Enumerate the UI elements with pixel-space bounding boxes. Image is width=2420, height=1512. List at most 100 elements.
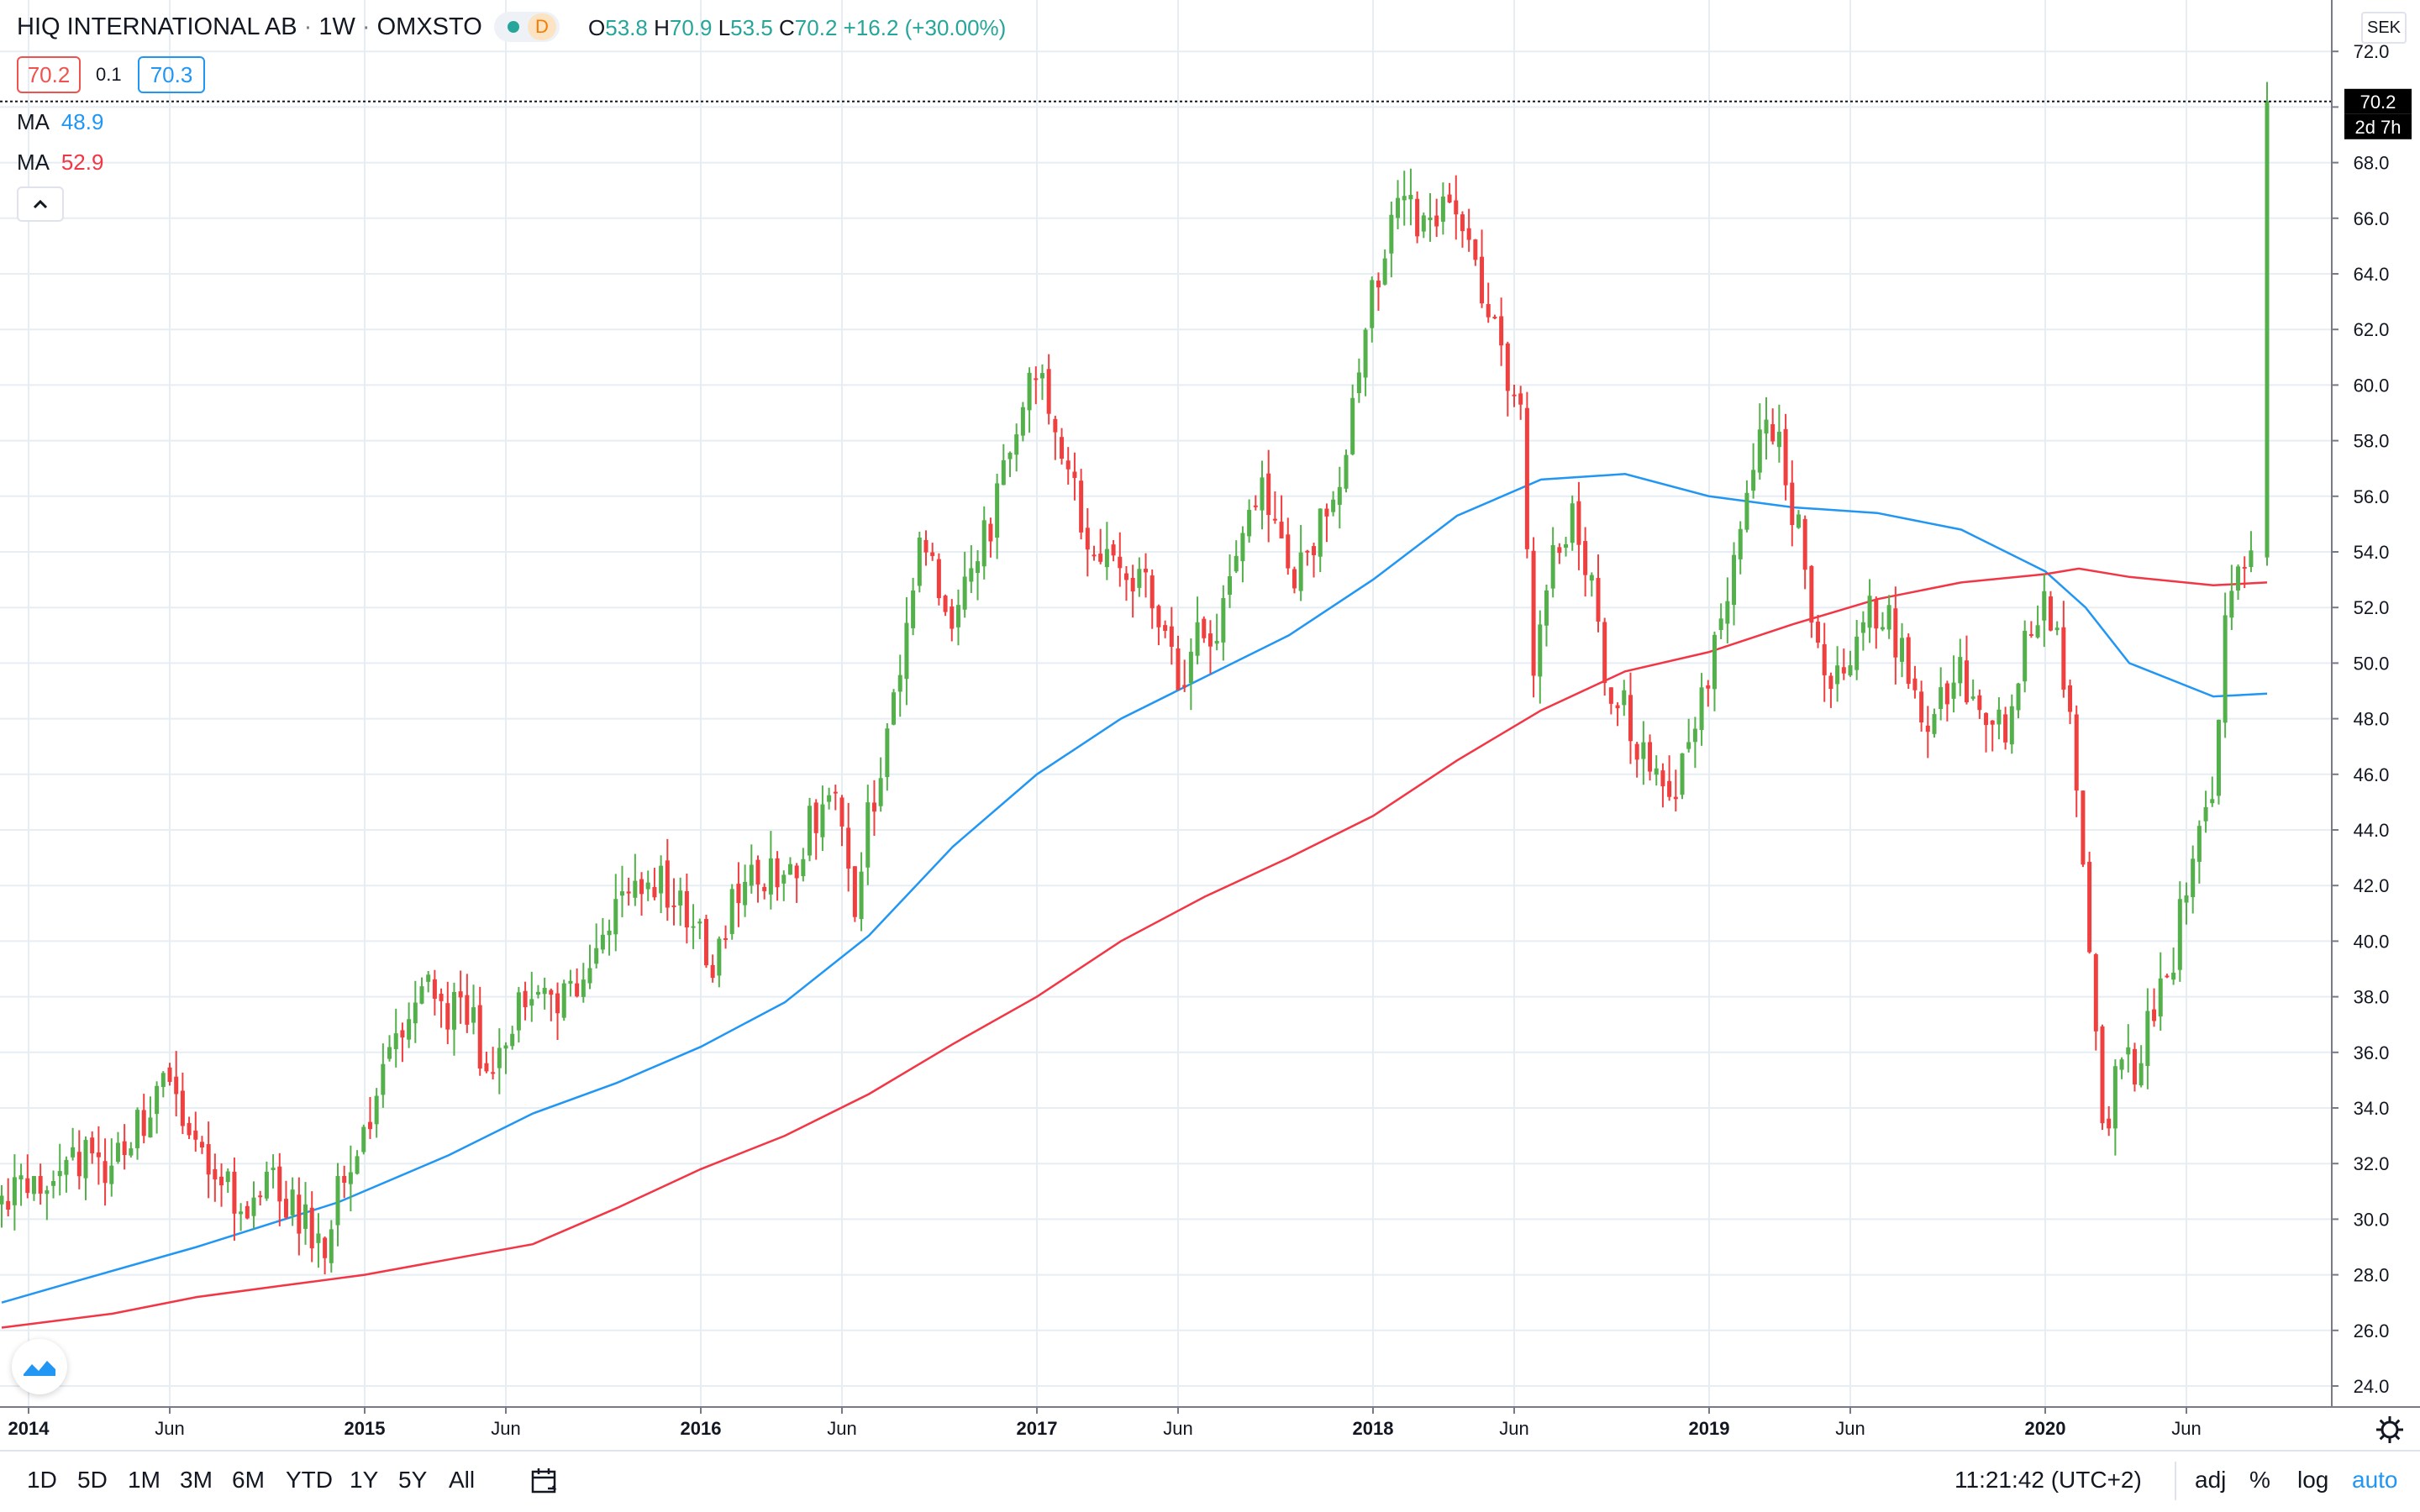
candle-body <box>1007 453 1013 459</box>
range-button-5y[interactable]: 5Y <box>398 1467 428 1493</box>
collapse-legend-button[interactable] <box>17 186 64 222</box>
time-axis[interactable]: 2014 Jun 2015 Jun 2016 Jun 2017 Jun 2018 Jun 2019 J… <box>8 1407 2202 1439</box>
adjust-button[interactable]: adj <box>2195 1467 2227 1493</box>
candle-body <box>2196 826 2202 862</box>
market-status-indicator[interactable]: D <box>494 12 560 42</box>
candle-body <box>115 1142 120 1163</box>
candle-body <box>1402 196 1407 201</box>
candle-body <box>1376 281 1381 288</box>
candle-body <box>1111 544 1116 556</box>
range-button-1y[interactable]: 1Y <box>350 1467 379 1493</box>
candle-body <box>1518 393 1523 405</box>
indicator-ma-fast[interactable]: MA 48.9 <box>17 109 103 135</box>
candle-body <box>64 1159 69 1175</box>
tradingview-logo[interactable] <box>12 1339 67 1394</box>
candle-body <box>923 539 929 553</box>
candle-body <box>1848 665 1853 676</box>
candle-body <box>355 1156 360 1174</box>
candle-body <box>2210 799 2215 804</box>
candle-body <box>1828 675 1833 690</box>
candle-body <box>174 1076 179 1095</box>
candle-body <box>1408 195 1413 200</box>
candle-body <box>1182 685 1187 688</box>
buy-price-button[interactable]: 70.3 <box>138 56 205 93</box>
candle-body <box>594 948 599 964</box>
candle-body <box>381 1063 386 1095</box>
candle-body <box>419 986 424 1004</box>
indicator-value: 48.9 <box>60 109 104 134</box>
high-value: 70.9 <box>669 15 713 40</box>
indicator-value: 52.9 <box>60 150 104 175</box>
candle-body <box>1751 470 1756 491</box>
candle-body <box>2203 806 2208 822</box>
open-label: O <box>588 15 606 40</box>
candle-body <box>723 937 729 940</box>
candle-body <box>277 1166 282 1202</box>
candle-body <box>1660 770 1665 787</box>
chart-settings-button[interactable] <box>2371 1411 2408 1448</box>
candle-body <box>1260 477 1265 511</box>
candle-body <box>193 1130 198 1140</box>
auto-scale-button[interactable]: auto <box>2352 1467 2398 1493</box>
sell-price-button[interactable]: 70.2 <box>17 56 81 93</box>
candle-body <box>1163 625 1168 631</box>
candle-body <box>432 979 437 999</box>
candle-body <box>1531 550 1536 676</box>
price-tick-label: 26.0 <box>2354 1320 2390 1341</box>
candle-body <box>2242 566 2247 569</box>
percent-scale-button[interactable]: % <box>2249 1467 2270 1493</box>
candle-body <box>1014 434 1019 455</box>
range-button-ytd[interactable]: YTD <box>286 1467 333 1493</box>
candle-body <box>930 552 935 556</box>
candle-body <box>1790 482 1795 525</box>
range-button-3m[interactable]: 3M <box>180 1467 213 1493</box>
range-button-1d[interactable]: 1D <box>27 1467 57 1493</box>
clock[interactable]: 11:21:42 (UTC+2) <box>1954 1467 2142 1493</box>
price-tick-label: 30.0 <box>2354 1209 2390 1230</box>
log-scale-button[interactable]: log <box>2297 1467 2329 1493</box>
close-value: 70.2 <box>794 15 838 40</box>
separator-dot: · <box>361 13 377 40</box>
chevron-up-icon <box>33 199 48 209</box>
range-button-6m[interactable]: 6M <box>232 1467 265 1493</box>
close-label: C <box>779 15 795 40</box>
currency-label: SEK <box>2361 12 2407 44</box>
candle-body <box>1298 552 1303 591</box>
candle-body <box>2112 1066 2118 1129</box>
candle-body <box>45 1190 50 1194</box>
candle-body <box>1512 394 1517 396</box>
price-tick-label: 38.0 <box>2354 987 2390 1008</box>
candle-body <box>787 864 792 875</box>
price-tick-label: 36.0 <box>2354 1042 2390 1063</box>
candle-body <box>1065 460 1071 470</box>
range-button-all[interactable]: All <box>449 1467 476 1493</box>
exchange: OMXSTO <box>376 13 482 40</box>
candle-body <box>1860 622 1865 633</box>
range-button-1m[interactable]: 1M <box>128 1467 160 1493</box>
candle-body <box>1712 634 1717 690</box>
candle-body <box>1783 428 1788 486</box>
candle-body <box>678 890 683 906</box>
candle-body <box>1550 544 1555 589</box>
candles <box>0 81 2270 1275</box>
price-axis[interactable]: 72.070.068.066.064.062.060.058.056.054.0… <box>2332 41 2389 1397</box>
candle-body <box>1292 569 1297 589</box>
price-tick-label: 24.0 <box>2354 1376 2390 1397</box>
candle-body <box>1874 599 1879 629</box>
symbol-legend[interactable]: HIQ INTERNATIONAL AB · 1W · OMXSTO <box>17 13 482 41</box>
candle-body <box>1053 418 1058 433</box>
candle-body <box>135 1110 140 1148</box>
indicator-ma-slow[interactable]: MA 52.9 <box>17 150 103 176</box>
candle-body <box>652 886 657 898</box>
date-range-button[interactable] <box>529 1465 563 1499</box>
candle-body <box>1286 534 1291 569</box>
candle-body <box>1757 429 1762 473</box>
candle-body <box>374 1095 379 1125</box>
candle-body <box>587 968 592 984</box>
range-button-5d[interactable]: 5D <box>77 1467 108 1493</box>
candle-body <box>271 1168 276 1171</box>
candle-body <box>76 1152 82 1177</box>
candle-body <box>2184 895 2189 903</box>
candle-body <box>743 881 748 906</box>
